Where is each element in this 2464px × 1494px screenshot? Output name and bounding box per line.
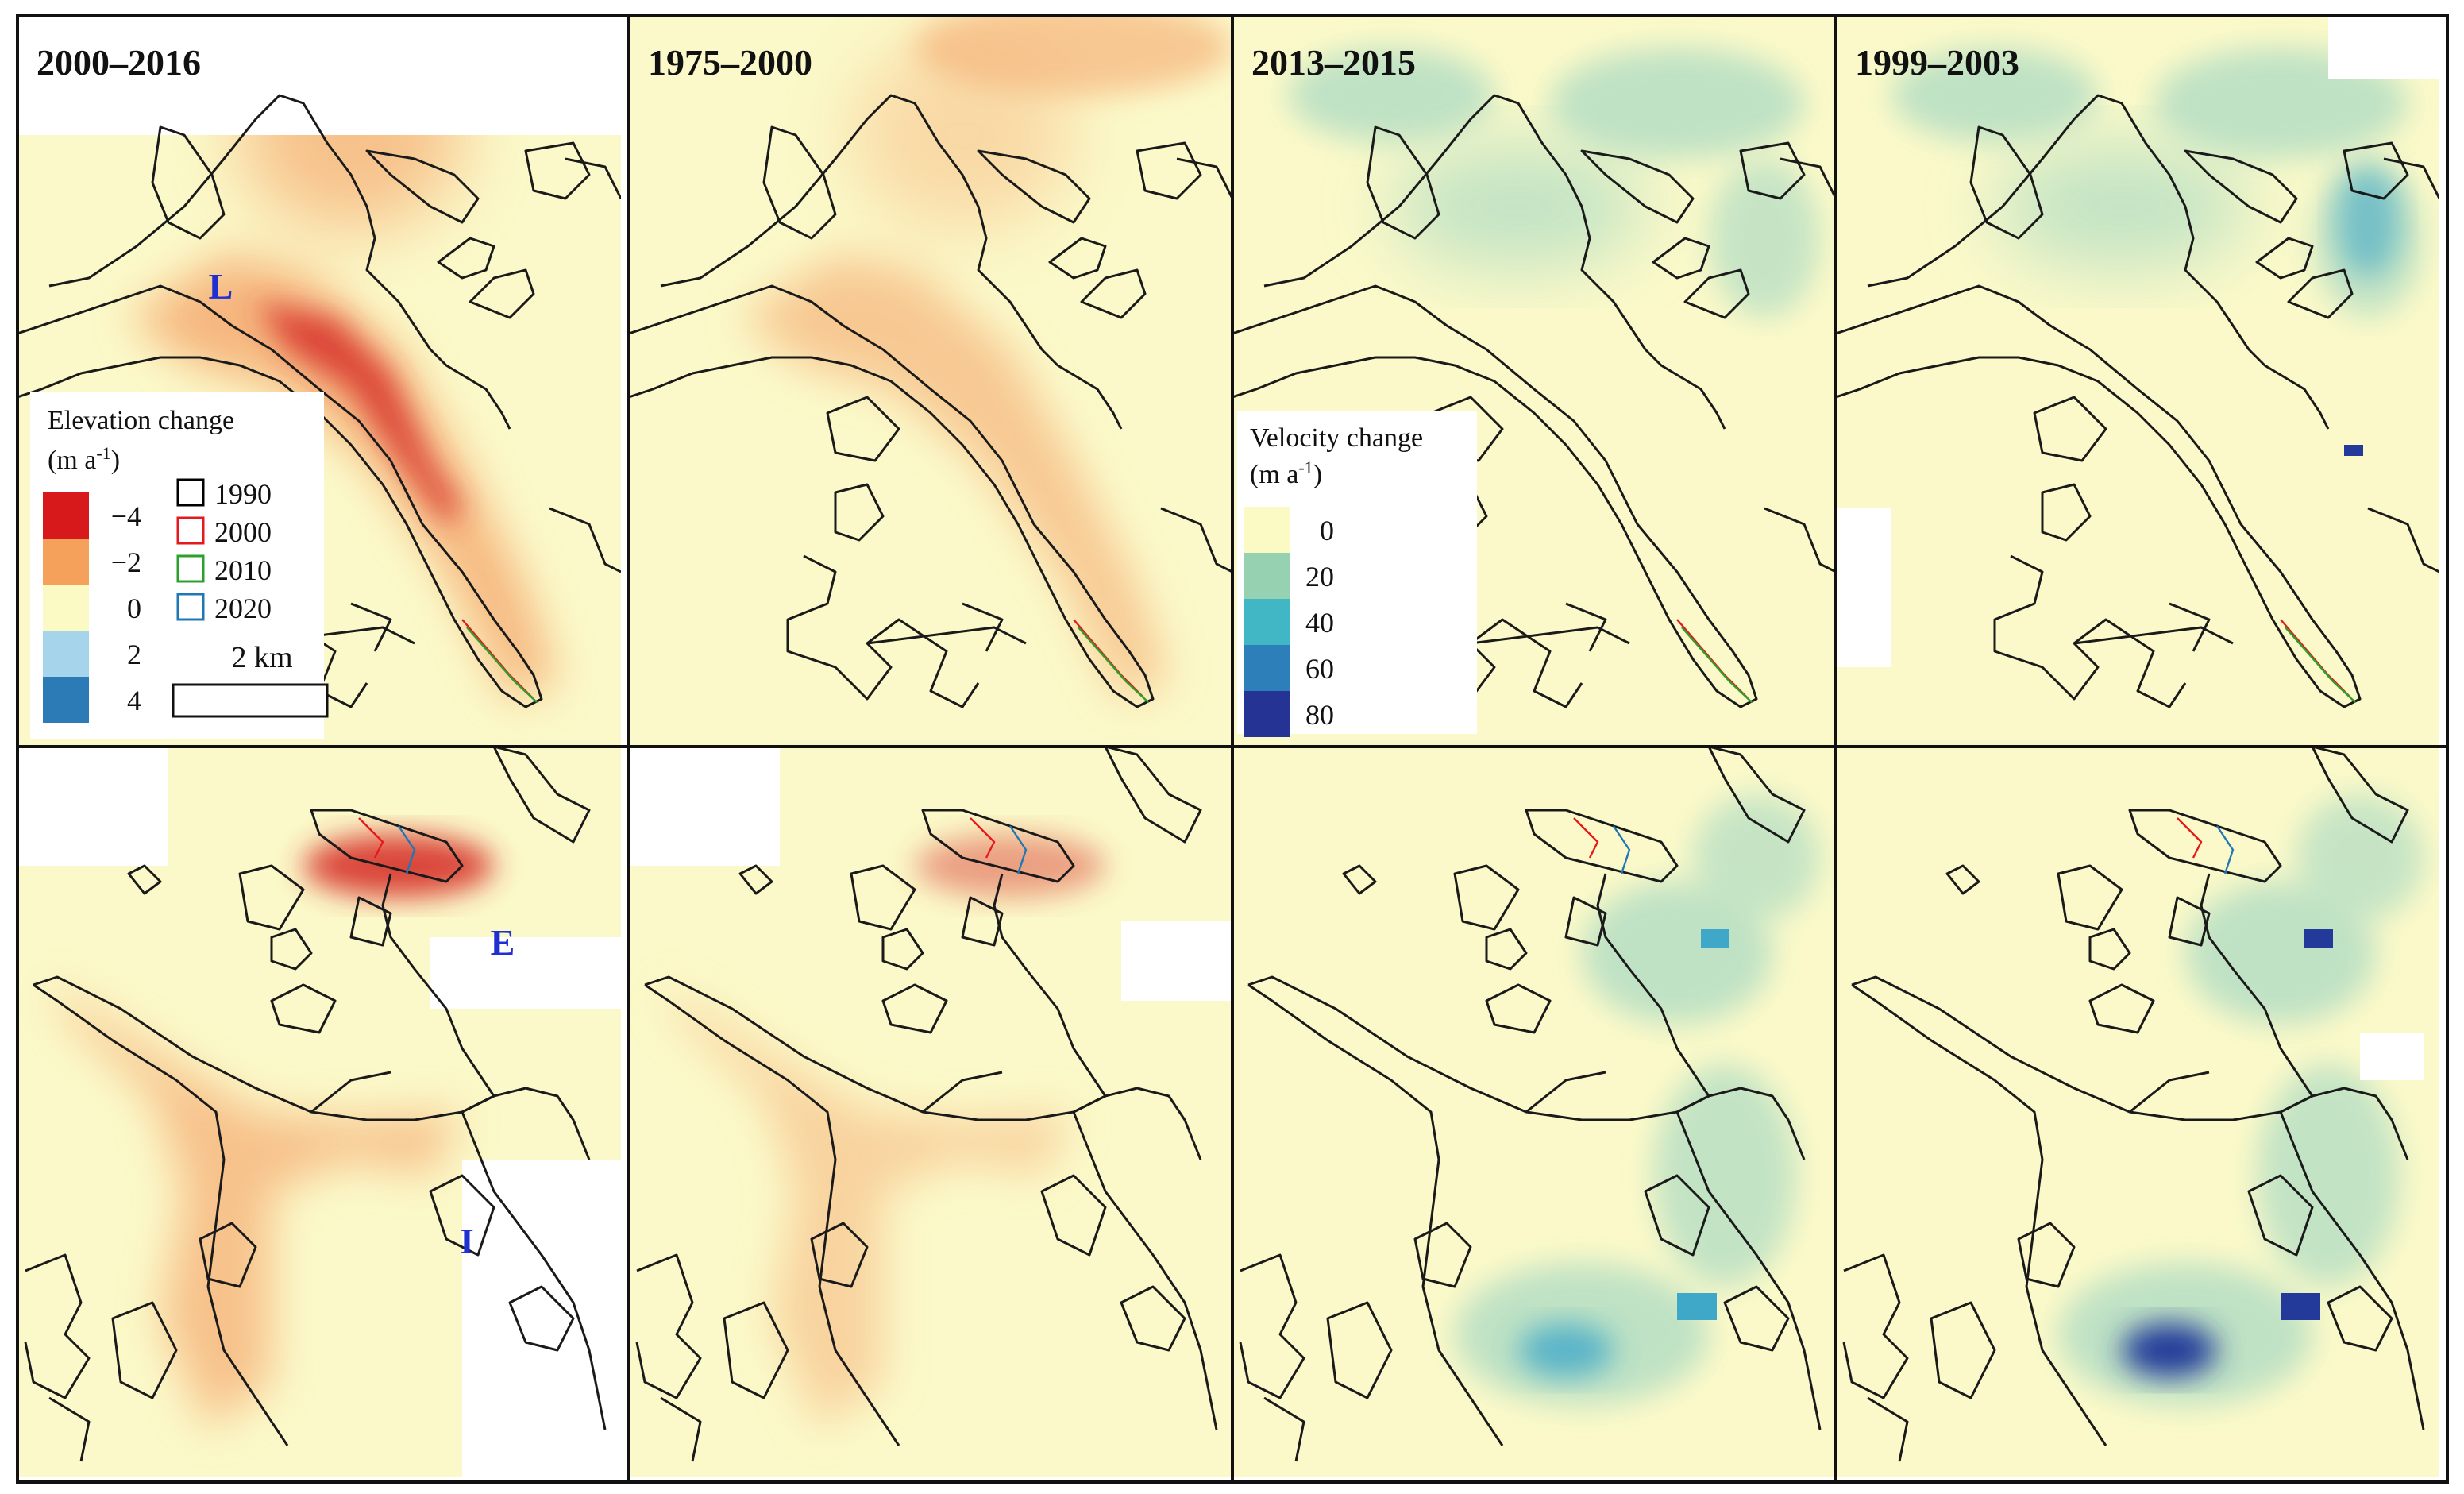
map-panel-top-elev-1975-2000: 1975–2000: [629, 16, 1232, 747]
outline-year-swatch: [176, 593, 205, 621]
velocity-legend-swatches: 0 20 40 60 80: [1244, 507, 1334, 737]
elevation-swatch: [43, 677, 89, 723]
velocity-swatch-label: 20: [1305, 561, 1334, 593]
map-panel-top-vel-1999-2003: 1999–2003: [1836, 16, 2439, 747]
elevation-legend: Elevation change (m a-1) −4 −2 0 2 4 1990 200…: [30, 392, 329, 739]
velocity-swatch: [1244, 645, 1290, 691]
terminus-outline-2000: [970, 817, 996, 859]
map-panel-bottom-elev-1975-2000: [629, 747, 1232, 1477]
velocity-swatch-label: 0: [1320, 515, 1334, 546]
glacier-label-l: L: [209, 266, 233, 307]
elevation-swatch: [43, 539, 89, 585]
panels-layer: 2000–2016 1975–2000 2013–2015 1999–2003: [17, 16, 2439, 1477]
change-field: [1288, 48, 1820, 318]
outline-year-label: 1990: [214, 478, 272, 510]
terminus-outline-2010: [2285, 627, 2356, 703]
velocity-swatch: [1244, 553, 1290, 599]
terminus-outline-2000: [358, 817, 384, 859]
panel-title: 1975–2000: [648, 42, 812, 83]
map-panel-bottom-elev-2000-2016: [17, 747, 621, 1477]
elevation-legend-units: (m a-1): [48, 443, 120, 475]
glacier-label-e: E: [491, 922, 515, 963]
panel-title: 1999–2003: [1855, 42, 2019, 83]
map-panel-bottom-vel-2013-2015: [1232, 747, 1836, 1477]
outline-year-swatch: [176, 516, 205, 545]
elevation-legend-swatches: −4 −2 0 2 4: [43, 492, 141, 723]
terminus-outline-2020: [1009, 825, 1028, 874]
velocity-swatch: [1244, 599, 1290, 645]
glacier-label-i: I: [460, 1221, 474, 1261]
velocity-swatch-label: 80: [1305, 699, 1334, 731]
velocity-swatch-label: 60: [1305, 653, 1334, 685]
terminus-outline-2010: [466, 627, 538, 703]
change-field: [1836, 16, 2439, 667]
velocity-swatch: [1244, 507, 1290, 553]
map-panel-bottom-vel-1999-2003: [1836, 747, 2439, 1477]
outline-year-swatch: [176, 554, 205, 583]
terminus-outline-2020: [1613, 825, 1631, 874]
outline-year-label: 2020: [214, 593, 272, 624]
scale-bar-label: 2 km: [231, 641, 292, 674]
terminus-outline-2020: [2216, 825, 2235, 874]
velocity-swatch: [1244, 691, 1290, 737]
velocity-legend: Velocity change (m a-1) 0 20 40 60 80: [1237, 411, 1477, 737]
elevation-swatch: [43, 585, 89, 631]
elevation-swatch-label: −2: [111, 546, 141, 578]
panel-grid-frame: [16, 14, 2449, 1484]
outline-year-legend: 1990 2000 2010 2020: [176, 478, 272, 624]
velocity-legend-units: (m a-1): [1250, 457, 1322, 489]
terminus-outline-2000: [2177, 817, 2203, 859]
elevation-swatch-label: 0: [127, 593, 141, 624]
terminus-outline-2000: [1573, 817, 1599, 859]
elevation-swatch: [43, 631, 89, 677]
change-field: [2058, 794, 2424, 1406]
velocity-legend-title: Velocity change: [1250, 423, 1423, 453]
velocity-swatch-label: 40: [1305, 607, 1334, 639]
elevation-swatch: [43, 492, 89, 539]
outline-year-swatch: [176, 478, 205, 507]
terminus-outline-2020: [398, 825, 416, 874]
outline-year-label: 2010: [214, 554, 272, 586]
elevation-swatch-label: 2: [127, 639, 141, 670]
panel-title: 2013–2015: [1251, 42, 1416, 83]
change-field: [1455, 794, 1820, 1406]
change-field: [629, 747, 1232, 1430]
elevation-swatch-label: −4: [111, 500, 141, 532]
elevation-swatch-label: 4: [127, 685, 141, 716]
panel-title: 2000–2016: [37, 42, 201, 83]
terminus-outline-2010: [1681, 627, 1753, 703]
terminus-outline-2010: [1078, 627, 1149, 703]
elevation-legend-title: Elevation change: [48, 406, 234, 435]
scale-bar: [172, 683, 329, 718]
outline-year-label: 2000: [214, 516, 272, 548]
